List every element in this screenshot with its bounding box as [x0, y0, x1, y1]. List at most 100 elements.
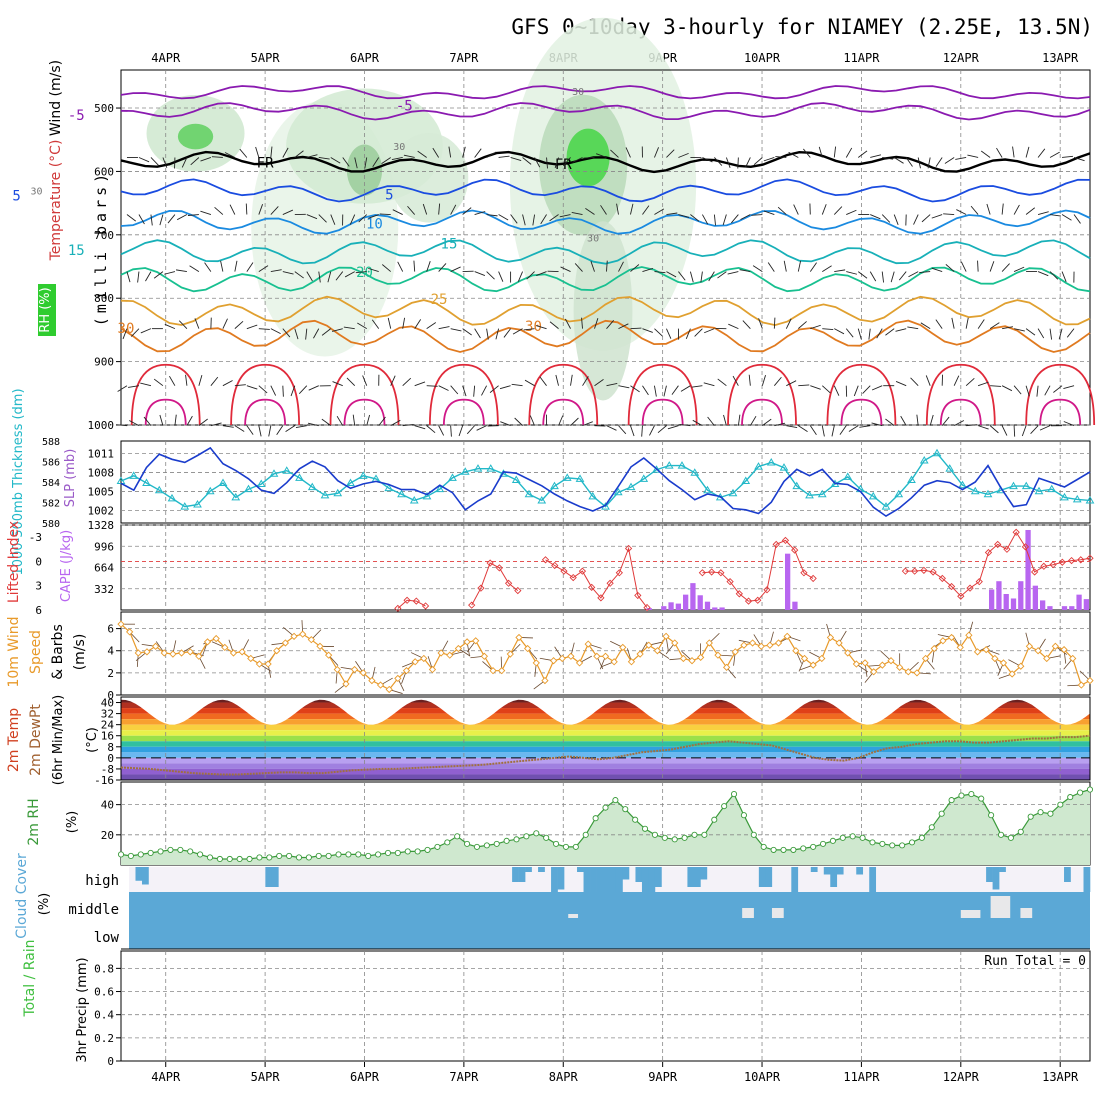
middle-cloud-gap [771, 908, 784, 918]
thickness-point [460, 467, 470, 475]
rh-point [997, 831, 1005, 838]
cape-axis-label: CAPE (J/kg) [59, 530, 74, 602]
rh-point [1086, 786, 1094, 793]
rh-point [434, 843, 441, 850]
thickness-point [129, 471, 139, 479]
wind-speed-point [255, 660, 264, 668]
wind-barb [352, 414, 356, 426]
temperature-contour [939, 398, 982, 426]
thickness-point [167, 493, 177, 502]
wind-barb [426, 385, 438, 387]
wind-barb [666, 271, 677, 278]
temperature-contour [826, 363, 897, 426]
wind-barb [448, 146, 452, 158]
rh-point [938, 810, 945, 817]
temperature-axis-label: Temperature (°C) [48, 140, 64, 262]
wind-barb [167, 214, 176, 224]
wind-barb [462, 146, 466, 158]
rh-point [592, 815, 599, 822]
lifted-index-point [754, 596, 762, 604]
wind-barb [821, 425, 825, 437]
rh-point [582, 831, 589, 838]
rh-point [810, 843, 817, 850]
wind-barb [761, 375, 766, 386]
thickness-point [1072, 494, 1082, 503]
wind-barb [438, 385, 449, 391]
x-tick-label-top: 6APR [350, 51, 380, 65]
wind-barb [407, 205, 416, 215]
isotherm-label: 25 [431, 292, 448, 308]
wind-barb [717, 378, 727, 387]
wind-barb [332, 328, 343, 332]
wind-speed-point [428, 665, 437, 674]
wind-barb [159, 214, 164, 226]
wind-barb [714, 157, 723, 166]
thickness-point [1085, 495, 1095, 504]
precip-axis-label: 3hr Precip (mm) [75, 957, 90, 1062]
temperature-contour [230, 363, 301, 426]
high-cloud-bar [551, 867, 558, 892]
x-tick-label-bottom: 13APR [1042, 1070, 1079, 1084]
lifted-index-point [588, 583, 596, 591]
temperature-tick-label: 8 [107, 741, 114, 754]
wind-barb [1036, 385, 1039, 397]
thickness-point [677, 461, 687, 469]
wind-barb [364, 157, 368, 169]
wind-barb [438, 203, 441, 215]
rh-contour-label: 30 [30, 186, 42, 197]
wind-barb [346, 377, 356, 387]
wind-barb [258, 385, 268, 394]
rh-point [800, 845, 807, 852]
wind-speed-point [904, 668, 912, 676]
dewpoint-line [120, 734, 1091, 776]
lifted-index-point [1012, 528, 1020, 536]
isotherm-label: 15 [68, 243, 85, 259]
thickness-point [792, 481, 802, 490]
rh-point [335, 851, 342, 858]
pressure-tick-label: 1000 [88, 419, 115, 432]
wind-barb [414, 425, 426, 430]
wind-barb [413, 260, 416, 272]
lifted-index-point [781, 536, 790, 545]
lifted-index-tick-label: 6 [35, 604, 42, 617]
wind-barb [294, 150, 304, 158]
wind-barb [450, 385, 459, 395]
wind-barb [931, 214, 943, 219]
rh-point [553, 840, 560, 847]
wind-barb [845, 328, 854, 338]
wind-speed-point [653, 647, 662, 655]
wind-barb [126, 214, 137, 222]
thickness-point [894, 489, 904, 498]
rh-point [1007, 834, 1014, 841]
temperature-contour [741, 398, 783, 426]
rh-point [276, 852, 283, 859]
wind-barb [986, 203, 991, 215]
wind-barb [893, 157, 904, 164]
wind-axis-label-1: 10m Wind [6, 616, 22, 687]
rh-contour-label: 30 [393, 142, 405, 153]
wind-barb [294, 271, 304, 279]
wind-barb [868, 328, 871, 340]
wind-barb [749, 415, 757, 426]
wind-barb [641, 425, 643, 437]
wind-barb [737, 157, 739, 169]
wind-speed-point [489, 667, 497, 675]
3hr-precip-frame [120, 950, 1091, 1062]
cape-bar [719, 607, 725, 610]
wind-speed-point [921, 654, 930, 663]
precip-tick-label: 0.4 [94, 1009, 114, 1022]
rh-point [1057, 801, 1064, 808]
wind-speed-point [913, 669, 921, 677]
wind-barb [921, 214, 931, 223]
cloud-level-label: middle [68, 902, 119, 918]
lifted-index-point [504, 579, 513, 587]
wind-speed-point [939, 637, 947, 645]
x-tick-label-top: 5APR [251, 51, 281, 65]
wind-speed-point [965, 631, 973, 639]
wind-barb [1001, 425, 1008, 436]
temperature-band [121, 746, 1090, 753]
wind-barb [1013, 425, 1016, 437]
rh-point [464, 840, 471, 847]
rh-point [256, 854, 263, 861]
x-tick-label-bottom: 9APR [648, 1070, 678, 1084]
